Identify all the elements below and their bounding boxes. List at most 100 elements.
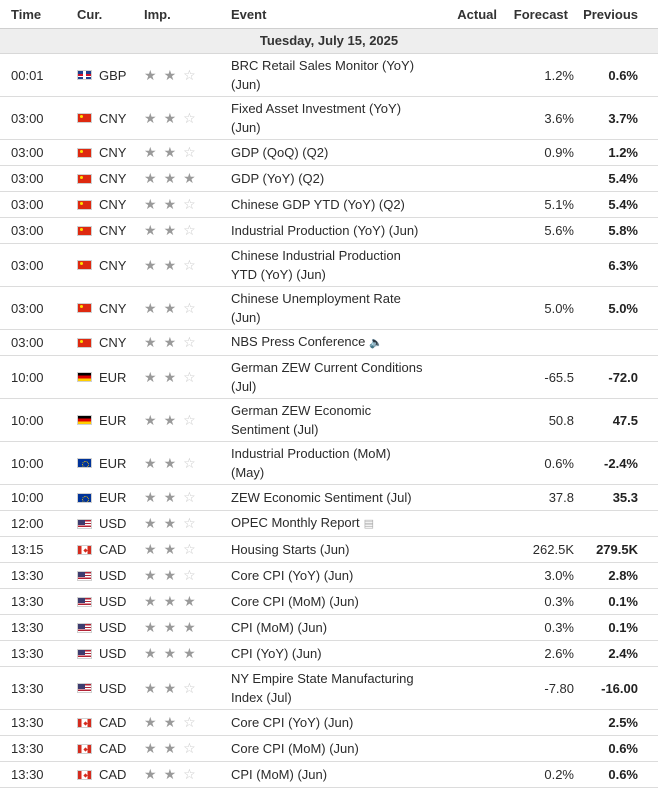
event-link[interactable]: Core CPI (YoY) (Jun)	[231, 715, 354, 730]
row-event[interactable]: BRC Retail Sales Monitor (YoY) (Jun)	[231, 56, 427, 94]
row-currency: CNY	[66, 111, 142, 126]
row-event[interactable]: OPEC Monthly Report ▤	[231, 513, 427, 533]
row-event[interactable]: GDP (QoQ) (Q2)	[231, 143, 427, 162]
row-event[interactable]: Industrial Production (YoY) (Jun)	[231, 221, 427, 240]
table-row[interactable]: 10:00 EUR ★★☆ Industrial Production (MoM) (…	[0, 442, 658, 485]
row-event[interactable]: German ZEW Current Conditions (Jul)	[231, 358, 427, 396]
table-row[interactable]: 13:30 USD ★★☆ Core CPI (YoY) (Jun) 3.0% 2.8%	[0, 563, 658, 589]
table-row[interactable]: 10:00 EUR ★★☆ ZEW Economic Sentiment (Jul) 3…	[0, 485, 658, 511]
table-row[interactable]: 03:00 CNY ★★☆ Industrial Production (YoY) (…	[0, 218, 658, 244]
header-previous[interactable]: Previous	[583, 6, 638, 22]
event-link[interactable]: CPI (MoM) (Jun)	[231, 767, 328, 782]
event-link[interactable]: GDP (QoQ) (Q2)	[231, 145, 329, 160]
table-row[interactable]: 12:00 USD ★★☆ OPEC Monthly Report ▤	[0, 511, 658, 537]
event-link[interactable]: GDP (YoY) (Q2)	[231, 171, 325, 186]
event-link[interactable]: Industrial Production (YoY) (Jun)	[231, 223, 419, 238]
table-row[interactable]: 13:30 USD ★★★ Core CPI (MoM) (Jun) 0.3% 0.1%	[0, 589, 658, 615]
event-link[interactable]: Industrial Production (MoM) (May)	[231, 446, 391, 480]
row-event[interactable]: NY Empire State Manufacturing Index (Jul…	[231, 669, 427, 707]
header-importance[interactable]: Imp.	[144, 6, 171, 22]
previous-value: 0.6%	[608, 67, 638, 83]
row-event[interactable]: Industrial Production (MoM) (May)	[231, 444, 427, 482]
currency-code: EUR	[99, 455, 127, 471]
table-row[interactable]: 03:00 CNY ★★☆ Chinese Industrial Production…	[0, 244, 658, 287]
event-link[interactable]: NBS Press Conference	[231, 334, 366, 350]
row-previous: 0.1%	[574, 620, 658, 635]
table-row[interactable]: 03:00 CNY ★★☆ Chinese Unemployment Rate (Ju…	[0, 287, 658, 330]
previous-value: 5.4%	[608, 171, 638, 186]
row-importance: ★★☆	[142, 541, 231, 558]
row-time: 10:00	[11, 369, 44, 385]
row-event[interactable]: Core CPI (YoY) (Jun)	[231, 566, 427, 585]
header-currency[interactable]: Cur.	[77, 6, 103, 22]
row-event[interactable]: CPI (MoM) (Jun)	[231, 618, 427, 637]
table-row[interactable]: 00:01 GBP ★★☆ BRC Retail Sales Monitor (YoY…	[0, 54, 658, 97]
header-actual[interactable]: Actual	[457, 6, 497, 22]
table-row[interactable]: 13:30 USD ★★★ CPI (MoM) (Jun) 0.3% 0.1%	[0, 615, 658, 641]
row-event[interactable]: NBS Press Conference 🔈	[231, 332, 427, 352]
event-link[interactable]: German ZEW Current Conditions (Jul)	[231, 360, 423, 394]
star-filled-icon: ★	[144, 334, 164, 350]
event-link[interactable]: NY Empire State Manufacturing Index (Jul…	[231, 671, 414, 705]
row-event[interactable]: Core CPI (MoM) (Jun)	[231, 592, 427, 611]
row-time: 13:15	[11, 542, 44, 557]
row-previous: 2.4%	[574, 646, 658, 661]
table-row[interactable]: 03:00 CNY ★★☆ GDP (QoQ) (Q2) 0.9% 1.2%	[0, 140, 658, 166]
row-event[interactable]: Housing Starts (Jun)	[231, 540, 427, 559]
previous-value: 47.5	[612, 412, 638, 428]
row-time: 13:30	[11, 767, 44, 782]
row-event[interactable]: Chinese GDP YTD (YoY) (Q2)	[231, 195, 427, 214]
event-link[interactable]: Chinese Unemployment Rate (Jun)	[231, 291, 401, 325]
table-row[interactable]: 03:00 CNY ★★☆ Chinese GDP YTD (YoY) (Q2) 5.1…	[0, 192, 658, 218]
event-link[interactable]: Core CPI (MoM) (Jun)	[231, 594, 359, 609]
previous-value: 5.0%	[608, 300, 638, 316]
event-link[interactable]: German ZEW Economic Sentiment (Jul)	[231, 403, 372, 437]
row-time: 03:00	[11, 257, 44, 273]
event-link[interactable]: Core CPI (MoM) (Jun)	[231, 741, 359, 756]
header-time[interactable]: Time	[11, 6, 42, 22]
table-row[interactable]: 03:00 CNY ★★☆ Fixed Asset Investment (YoY) …	[0, 97, 658, 140]
event-link[interactable]: CPI (MoM) (Jun)	[231, 620, 328, 635]
event-link[interactable]: CPI (YoY) (Jun)	[231, 646, 322, 661]
previous-value: 0.1%	[608, 594, 638, 609]
table-row[interactable]: 03:00 CNY ★★★ GDP (YoY) (Q2) 5.4%	[0, 166, 658, 192]
row-event[interactable]: GDP (YoY) (Q2)	[231, 169, 427, 188]
currency-code: EUR	[99, 490, 127, 505]
table-row[interactable]: 13:30 CAD ★★☆ CPI (MoM) (Jun) 0.2% 0.6%	[0, 762, 658, 788]
star-filled-icon: ★	[163, 679, 184, 696]
header-event[interactable]: Event	[231, 6, 267, 22]
date-band: Tuesday, July 15, 2025	[0, 29, 658, 54]
star-empty-icon: ☆	[183, 679, 203, 696]
row-importance: ★★☆	[142, 455, 231, 472]
table-row[interactable]: 13:30 CAD ★★☆ Core CPI (MoM) (Jun) 0.6%	[0, 736, 658, 762]
event-link[interactable]: Chinese GDP YTD (YoY) (Q2)	[231, 197, 405, 212]
table-row[interactable]: 13:30 USD ★★★ CPI (YoY) (Jun) 2.6% 2.4%	[0, 641, 658, 667]
table-row[interactable]: 13:30 USD ★★☆ NY Empire State Manufacturing…	[0, 667, 658, 710]
row-event[interactable]: CPI (MoM) (Jun)	[231, 765, 427, 784]
event-link[interactable]: BRC Retail Sales Monitor (YoY) (Jun)	[231, 58, 415, 92]
previous-value: -72.0	[608, 369, 638, 385]
table-row[interactable]: 10:00 EUR ★★☆ German ZEW Current Conditions…	[0, 356, 658, 399]
header-forecast[interactable]: Forecast	[513, 6, 568, 22]
event-link[interactable]: OPEC Monthly Report	[231, 515, 360, 531]
row-event[interactable]: Fixed Asset Investment (YoY) (Jun)	[231, 99, 427, 137]
table-row[interactable]: 03:00 CNY ★★☆ NBS Press Conference 🔈	[0, 330, 658, 356]
table-row[interactable]: 13:15 CAD ★★☆ Housing Starts (Jun) 262.5K 279…	[0, 537, 658, 563]
table-row[interactable]: 13:30 CAD ★★☆ Core CPI (YoY) (Jun) 2.5%	[0, 710, 658, 736]
row-event[interactable]: Core CPI (MoM) (Jun)	[231, 739, 427, 758]
event-link[interactable]: Fixed Asset Investment (YoY) (Jun)	[231, 101, 402, 135]
row-event[interactable]: Chinese Industrial Production YTD (YoY) …	[231, 246, 427, 284]
event-link[interactable]: ZEW Economic Sentiment (Jul)	[231, 490, 412, 505]
row-event[interactable]: Chinese Unemployment Rate (Jun)	[231, 289, 427, 327]
table-row[interactable]: 10:00 EUR ★★☆ German ZEW Economic Sentiment…	[0, 399, 658, 442]
event-link[interactable]: Chinese Industrial Production YTD (YoY) …	[231, 248, 401, 282]
event-link[interactable]: Core CPI (YoY) (Jun)	[231, 568, 354, 583]
row-event[interactable]: ZEW Economic Sentiment (Jul)	[231, 488, 427, 507]
row-currency: EUR	[66, 370, 142, 385]
row-event[interactable]: CPI (YoY) (Jun)	[231, 644, 427, 663]
row-event[interactable]: Core CPI (YoY) (Jun)	[231, 713, 427, 732]
event-link[interactable]: Housing Starts (Jun)	[231, 542, 350, 557]
star-filled-icon: ★	[144, 144, 164, 160]
row-event[interactable]: German ZEW Economic Sentiment (Jul)	[231, 401, 427, 439]
